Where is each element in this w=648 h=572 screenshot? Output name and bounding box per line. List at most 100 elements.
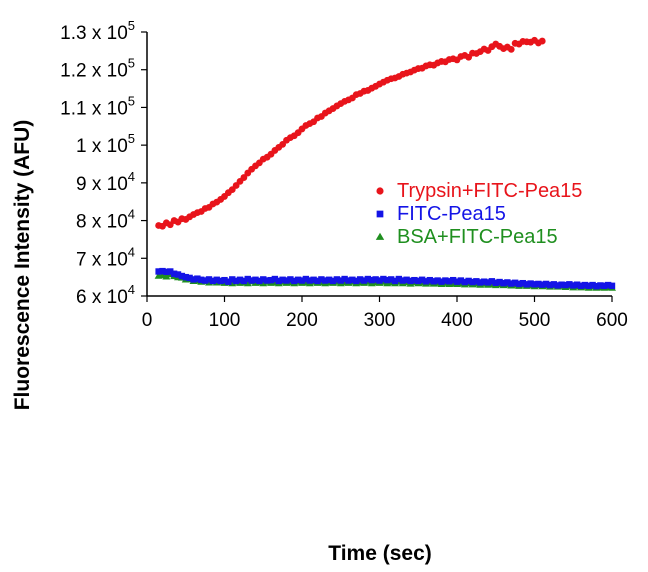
y-axis-title: Fluorescence Intensity (AFU) bbox=[11, 120, 34, 411]
data-point-square bbox=[411, 276, 418, 284]
data-point-circle bbox=[538, 37, 546, 45]
data-point-square bbox=[442, 277, 449, 284]
data-point-square bbox=[449, 276, 457, 284]
data-point-square bbox=[298, 277, 306, 284]
data-point-circle bbox=[507, 45, 515, 53]
legend-label: Trypsin+FITC-Pea15 bbox=[397, 180, 582, 202]
data-point-square bbox=[345, 277, 352, 284]
data-point-square bbox=[426, 276, 434, 284]
data-point-square bbox=[511, 279, 519, 286]
data-point-square bbox=[384, 276, 391, 284]
data-point-square bbox=[488, 278, 496, 285]
data-point-square bbox=[496, 278, 503, 286]
data-point-square bbox=[380, 275, 387, 283]
data-point-square bbox=[608, 282, 616, 290]
legend-marker-circle bbox=[376, 187, 384, 195]
data-point-square bbox=[597, 282, 604, 289]
data-point-square bbox=[477, 279, 484, 286]
data-point-square bbox=[356, 276, 364, 283]
x-tick-label: 0 bbox=[142, 310, 153, 331]
data-point-square bbox=[364, 275, 372, 283]
y-tick-label: 1.1 x 105 bbox=[60, 93, 135, 119]
data-point-square bbox=[236, 276, 244, 283]
x-tick-label: 200 bbox=[286, 310, 318, 331]
x-axis-title: Time (sec) bbox=[328, 542, 432, 565]
data-point-square bbox=[256, 277, 263, 285]
data-point-square bbox=[244, 275, 251, 283]
data-point-square bbox=[325, 276, 333, 283]
data-point-square bbox=[306, 277, 313, 284]
data-point-square bbox=[163, 268, 170, 276]
data-point-square bbox=[399, 277, 406, 284]
data-point-square bbox=[353, 277, 360, 285]
data-point-square bbox=[221, 276, 228, 284]
data-point-square bbox=[349, 276, 356, 283]
data-point-square bbox=[271, 275, 279, 283]
data-point-square bbox=[387, 276, 395, 283]
data-point-square bbox=[546, 281, 554, 289]
data-point-square bbox=[573, 281, 581, 288]
y-axis-ticks: 6 x 104 7 x 104 8 x 104 9 x 104 1 x 105 1.1 x… bbox=[60, 18, 147, 308]
data-point-square bbox=[391, 277, 399, 285]
data-point-square bbox=[294, 276, 302, 283]
y-tick-label: 1.3 x 105 bbox=[60, 18, 135, 44]
data-point-square bbox=[248, 277, 255, 284]
data-point-square bbox=[562, 281, 569, 289]
data-point-square bbox=[159, 267, 166, 275]
data-point-square bbox=[492, 279, 499, 286]
data-point-square bbox=[205, 276, 213, 283]
data-point-square bbox=[310, 276, 317, 283]
x-tick-label: 300 bbox=[364, 310, 396, 331]
data-point-square bbox=[500, 279, 507, 287]
data-point-square bbox=[232, 277, 240, 285]
data-point-square bbox=[453, 278, 461, 285]
data-point-square bbox=[279, 276, 286, 283]
data-point-square bbox=[465, 277, 472, 285]
data-point-square bbox=[415, 277, 422, 285]
y-tick-label: 1 x 105 bbox=[76, 131, 135, 157]
data-point-square bbox=[566, 281, 573, 288]
data-point-square bbox=[539, 281, 546, 288]
data-point-square bbox=[182, 273, 189, 281]
data-point-square bbox=[434, 277, 441, 284]
data-point-square bbox=[570, 282, 577, 289]
data-point-square bbox=[407, 277, 414, 285]
legend-label: FITC-Pea15 bbox=[397, 203, 506, 225]
y-tick-label: 9 x 104 bbox=[76, 169, 135, 195]
series-circle-group bbox=[155, 36, 546, 230]
data-point-square bbox=[535, 280, 542, 288]
data-point-square bbox=[260, 276, 267, 283]
data-point-square bbox=[554, 282, 561, 289]
data-point-square bbox=[240, 277, 248, 285]
data-point-square bbox=[170, 270, 178, 277]
data-point-square bbox=[201, 277, 209, 284]
data-point-square bbox=[302, 275, 310, 283]
data-point-square bbox=[372, 276, 379, 283]
data-point-square bbox=[504, 279, 511, 286]
data-point-square bbox=[550, 281, 558, 288]
data-point-square bbox=[167, 268, 174, 275]
data-point-square bbox=[577, 282, 585, 290]
data-point-square bbox=[252, 276, 259, 283]
data-point-circle bbox=[240, 174, 248, 181]
data-point-square bbox=[484, 279, 492, 286]
x-tick-label: 100 bbox=[209, 310, 241, 331]
data-point-triangle bbox=[162, 272, 171, 280]
data-point-square bbox=[601, 282, 608, 290]
x-tick-label: 400 bbox=[441, 310, 473, 331]
y-tick-label: 1.2 x 105 bbox=[60, 56, 135, 82]
series-square-group bbox=[155, 267, 616, 290]
data-point-square bbox=[589, 281, 596, 289]
data-point-square bbox=[337, 277, 344, 284]
data-point-square bbox=[155, 268, 162, 275]
data-point-square bbox=[542, 280, 550, 288]
data-point-square bbox=[430, 278, 437, 285]
data-point-square bbox=[318, 276, 325, 283]
y-tick-label: 7 x 104 bbox=[76, 244, 135, 270]
data-series bbox=[154, 36, 616, 291]
data-point-square bbox=[604, 281, 612, 289]
legend-marker-triangle bbox=[375, 232, 385, 240]
data-point-square bbox=[581, 281, 589, 289]
data-point-square bbox=[558, 281, 565, 288]
